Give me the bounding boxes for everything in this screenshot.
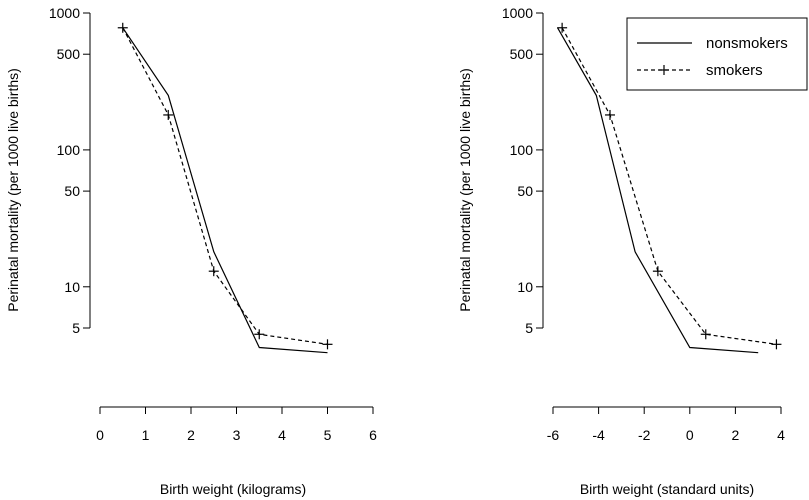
series-smokers-line xyxy=(122,27,328,345)
x-tick-label: 0 xyxy=(96,427,104,443)
y-tick-label: 5 xyxy=(525,320,533,336)
x-tick-label: -2 xyxy=(638,427,651,443)
y-tick-label: 1000 xyxy=(502,5,533,21)
y-tick-label: 500 xyxy=(510,46,534,62)
series-smokers-point xyxy=(605,109,615,120)
series-smokers-point xyxy=(557,22,568,33)
y-tick-label: 50 xyxy=(517,183,533,199)
y-tick-label: 100 xyxy=(57,142,81,158)
series-smokers-point xyxy=(163,109,174,120)
y-axis-title: Perinatal mortality (per 1000 live birth… xyxy=(5,68,21,312)
right-panel: 5 10 50 100 500 1000 -6 -4 -2 0 2 4 Birth weight (st… xyxy=(457,5,808,497)
series-smokers-point xyxy=(254,329,265,340)
y-tick-label: 1000 xyxy=(49,5,80,21)
legend-label-smokers: smokers xyxy=(706,62,763,79)
y-tick-label: 100 xyxy=(510,142,534,158)
y-tick-label: 10 xyxy=(517,279,533,295)
series-smokers-point xyxy=(700,329,711,340)
x-axis-title: Birth weight (kilograms) xyxy=(160,481,306,497)
y-tick-label: 500 xyxy=(57,46,81,62)
legend-label-nonsmokers: nonsmokers xyxy=(706,35,788,52)
series-smokers-point xyxy=(208,266,219,277)
x-tick-label: 3 xyxy=(233,427,241,443)
legend: nonsmokers smokers xyxy=(626,17,808,91)
legend-box xyxy=(626,17,808,91)
x-tick-label: 2 xyxy=(732,427,740,443)
x-tick-label: 0 xyxy=(686,427,694,443)
series-smokers-point xyxy=(652,266,663,277)
y-tick-label: 50 xyxy=(64,183,80,199)
x-axis-title: Birth weight (standard units) xyxy=(580,481,754,497)
y-axis-title: Perinatal mortality (per 1000 live birth… xyxy=(457,68,473,312)
series-smokers-point xyxy=(322,339,333,350)
series-smokers-point xyxy=(771,339,782,350)
x-tick-label: 6 xyxy=(369,427,377,443)
series-nonsmokers-line xyxy=(557,27,759,354)
x-tick-label: 1 xyxy=(142,427,150,443)
x-tick-label: -6 xyxy=(547,427,560,443)
x-tick-label: -4 xyxy=(592,427,605,443)
y-tick-label: 5 xyxy=(72,320,80,336)
series-nonsmokers-line xyxy=(122,27,328,354)
left-panel: 5 10 50 100 500 1000 0 1 2 3 4 5 6 Birth weight (kilo… xyxy=(5,5,377,497)
x-tick-label: 2 xyxy=(187,427,195,443)
x-tick-label: 5 xyxy=(324,427,332,443)
x-tick-label: 4 xyxy=(777,427,785,443)
series-smokers-point xyxy=(117,22,128,33)
y-tick-label: 10 xyxy=(64,279,80,295)
x-tick-label: 4 xyxy=(278,427,286,443)
